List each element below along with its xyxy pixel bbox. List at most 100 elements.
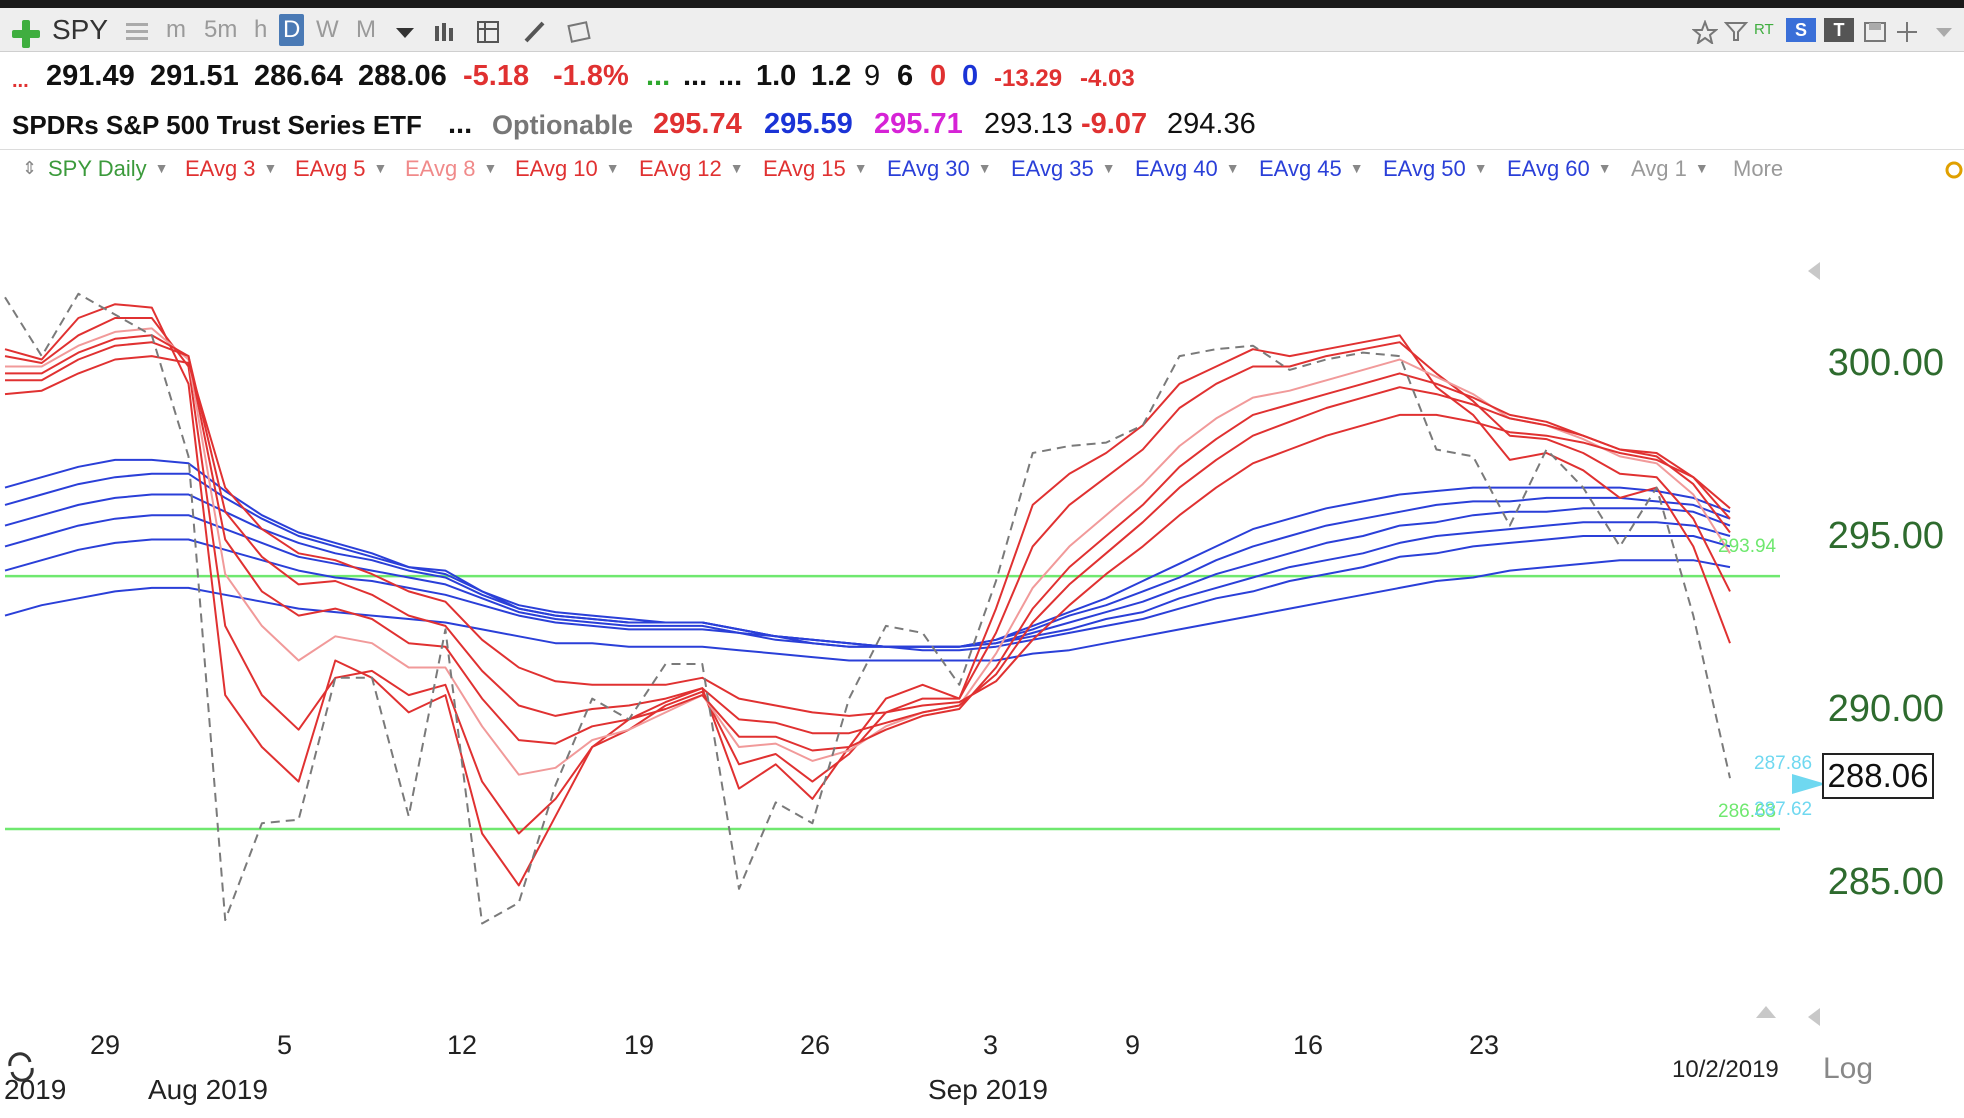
series-line-eavg60 <box>4 559 1731 662</box>
study-label: EAvg 12 <box>639 156 722 181</box>
study-item-eavg3[interactable]: EAvg 3 ▼ <box>185 156 277 182</box>
log-scale-toggle[interactable]: Log <box>1823 1052 1874 1085</box>
star-icon[interactable] <box>1692 20 1718 44</box>
x-tick-label: 19 <box>624 1030 655 1060</box>
grid-icon[interactable] <box>476 20 502 44</box>
price-p5: -9.07 <box>1081 108 1148 140</box>
study-label: EAvg 8 <box>405 156 476 181</box>
more-label: More <box>1733 156 1784 181</box>
y-tick-label: 295.00 <box>1827 515 1944 558</box>
dots-2: ... <box>718 60 743 92</box>
settings-gear-icon[interactable] <box>1944 160 1964 180</box>
high-price: 291.51 <box>150 60 239 92</box>
study-label: EAvg 30 <box>887 156 970 181</box>
last-price-marker <box>1792 774 1826 794</box>
filter-icon[interactable] <box>1724 20 1750 44</box>
scroll-left-arrow-icon[interactable] <box>1808 262 1820 280</box>
notes-icon[interactable] <box>566 20 592 44</box>
timeframe-5minute[interactable]: 5m <box>204 16 238 43</box>
t-toggle[interactable]: T <box>1824 18 1854 42</box>
study-item-eavg12[interactable]: EAvg 12 ▼ <box>639 156 744 182</box>
chevron-down-icon: ▼ <box>1101 160 1116 176</box>
study-item-eavg10[interactable]: EAvg 10 ▼ <box>515 156 620 182</box>
crosshair-icon[interactable] <box>1894 20 1920 44</box>
study-item-avg1[interactable]: Avg 1 ▼ <box>1631 156 1709 182</box>
quote-row-info: SPDRs S&P 500 Trust Series ETF ... Optio… <box>0 104 1964 148</box>
study-item-eavg15[interactable]: EAvg 15 ▼ <box>763 156 868 182</box>
chart-decorations <box>1756 262 1826 1026</box>
add-symbol-icon[interactable] <box>12 20 40 48</box>
last-price-box: 288.06 <box>1822 753 1934 799</box>
x-tick-label: 16 <box>1293 1030 1324 1060</box>
pencil-icon[interactable] <box>522 20 548 44</box>
more-studies-button[interactable]: More <box>1733 156 1783 182</box>
quote-row-prices: ... 291.49 291.51 286.64 288.06 -5.18 -1… <box>0 56 1964 100</box>
diff-2: -4.03 <box>1080 65 1135 92</box>
study-item-eavg30[interactable]: EAvg 30 ▼ <box>887 156 992 182</box>
list-icon[interactable] <box>124 20 150 44</box>
bar-chart-icon[interactable] <box>432 20 458 44</box>
chevron-down-icon: ▼ <box>977 160 992 176</box>
series-line-eavg40 <box>4 493 1731 648</box>
sort-arrows-icon[interactable]: ⇕ <box>22 158 38 178</box>
study-item-eavg35[interactable]: EAvg 35 ▼ <box>1011 156 1116 182</box>
x-tick-label: 29 <box>90 1030 121 1060</box>
study-label: EAvg 60 <box>1507 156 1590 181</box>
menu-caret-icon[interactable] <box>1932 20 1958 44</box>
study-label: EAvg 40 <box>1135 156 1218 181</box>
chevron-down-icon: ▼ <box>729 160 744 176</box>
refresh-icon[interactable] <box>4 1052 38 1082</box>
s-toggle[interactable]: S <box>1786 18 1816 42</box>
count-blue-0: 0 <box>962 60 979 92</box>
scroll-right-arrow-icon[interactable] <box>1808 1008 1820 1026</box>
chevron-down-icon: ▼ <box>263 160 278 176</box>
study-label: EAvg 35 <box>1011 156 1094 181</box>
timeframe-minute[interactable]: m <box>166 16 186 43</box>
window-top-border <box>0 0 1964 8</box>
symbol-label[interactable]: SPY <box>52 14 109 45</box>
study-item-spy-daily[interactable]: SPY Daily ▼ <box>48 156 169 182</box>
x-tick-label: 3 <box>983 1030 999 1060</box>
timeframe-weekly[interactable]: W <box>316 16 339 43</box>
price-line-spy-daily <box>4 292 1731 925</box>
month-label: 2019 <box>4 1074 67 1105</box>
study-item-eavg60[interactable]: EAvg 60 ▼ <box>1507 156 1612 182</box>
series-line-eavg5 <box>4 317 1731 835</box>
y-tick-label: 290.00 <box>1827 688 1944 731</box>
x-tick-label: 5 <box>277 1030 293 1060</box>
timeframe-daily[interactable]: D <box>279 14 305 46</box>
series-line-eavg3 <box>4 303 1731 887</box>
study-label: EAvg 3 <box>185 156 256 181</box>
series-line-eavg10 <box>5 334 1731 752</box>
study-item-eavg8[interactable]: EAvg 8 ▼ <box>405 156 497 182</box>
scroll-up-arrow-icon[interactable] <box>1756 1006 1776 1018</box>
save-icon[interactable] <box>1862 20 1888 44</box>
month-label: Aug 2019 <box>148 1074 268 1105</box>
study-bar: ⇕ SPY Daily ▼ EAvg 3 ▼ EAvg 5 ▼ EAvg 8 ▼ EAv… <box>0 149 1964 189</box>
series-line-eavg8 <box>5 327 1731 776</box>
last-date-label: 10/2/2019 <box>1672 1056 1779 1083</box>
timeframe-monthly[interactable]: M <box>356 16 376 43</box>
study-label: EAvg 5 <box>295 156 366 181</box>
study-item-eavg40[interactable]: EAvg 40 ▼ <box>1135 156 1240 182</box>
name-dots: ... <box>448 108 473 140</box>
diff-1: -13.29 <box>994 65 1063 92</box>
study-label: EAvg 10 <box>515 156 598 181</box>
month-label: Sep 2019 <box>928 1074 1048 1105</box>
timeframe-hour[interactable]: h <box>254 16 268 43</box>
x-tick-label: 9 <box>1125 1030 1141 1060</box>
security-name: SPDRs S&P 500 Trust Series ETF <box>12 110 422 140</box>
y-tick-label: 300.00 <box>1827 342 1944 385</box>
study-item-eavg5[interactable]: EAvg 5 ▼ <box>295 156 387 182</box>
study-item-eavg45[interactable]: EAvg 45 ▼ <box>1259 156 1364 182</box>
count-red-0: 0 <box>930 60 947 92</box>
dropdown-caret-icon[interactable] <box>392 20 418 44</box>
chart-toolbar: SPY m 5m h D W M RT S T <box>0 8 1964 52</box>
study-item-eavg50[interactable]: EAvg 50 ▼ <box>1383 156 1488 182</box>
x-tick-label: 23 <box>1469 1030 1500 1060</box>
study-label: EAvg 15 <box>763 156 846 181</box>
study-label: EAvg 50 <box>1383 156 1466 181</box>
realtime-label[interactable]: RT <box>1754 21 1774 38</box>
price-p1: 295.74 <box>653 108 742 140</box>
